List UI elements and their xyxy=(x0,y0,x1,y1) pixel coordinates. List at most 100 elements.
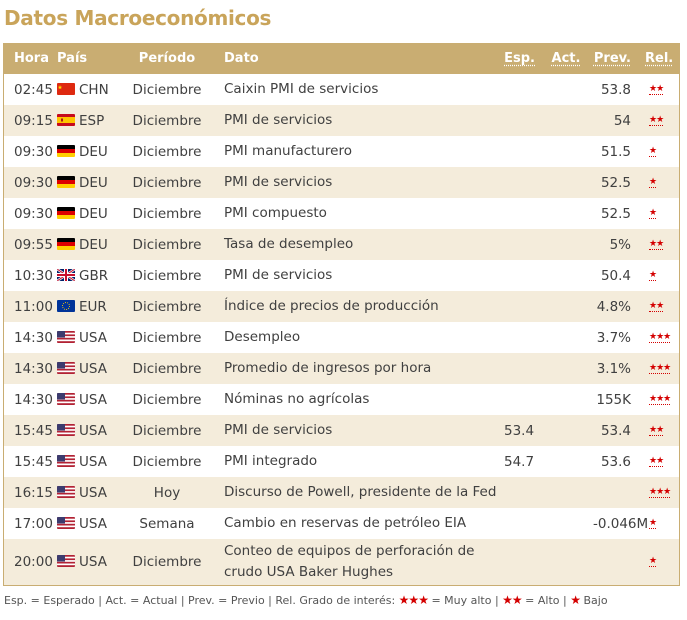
relevance-stars-icon[interactable]: ★★ xyxy=(649,83,664,95)
table-row[interactable]: 09:30 DEU Diciembre PMI manufacturero 51.5 ★ xyxy=(4,136,679,167)
country-cell: USA xyxy=(57,415,120,446)
period-cell: Diciembre xyxy=(132,112,202,129)
previous-cell xyxy=(593,477,637,508)
relevance-cell: ★★ xyxy=(637,105,679,136)
expected-cell xyxy=(504,260,539,291)
usa-flag-icon xyxy=(57,555,75,567)
previous-cell: 53.8 xyxy=(600,81,631,98)
country-code: USA xyxy=(79,329,107,346)
germany-flag-icon xyxy=(57,206,75,219)
table-row[interactable]: 16:15 USA Hoy Discurso de Powell, president… xyxy=(4,477,679,508)
relevance-stars-icon[interactable]: ★★★ xyxy=(649,362,671,374)
relevance-stars-icon[interactable]: ★ xyxy=(649,556,657,567)
usa-flag-icon xyxy=(57,485,75,498)
expected-cell xyxy=(504,229,539,260)
expected-cell xyxy=(504,353,539,384)
country-code: EUR xyxy=(79,298,107,315)
event-cell: Cambio en reservas de petróleo EIA xyxy=(224,515,467,531)
previous-cell: 53.6 xyxy=(600,453,631,470)
legend: Esp. = Esperado | Act. = Actual | Prev. … xyxy=(4,593,608,607)
header-actual[interactable]: Act. xyxy=(551,51,581,66)
table-row[interactable]: 09:30 DEU Diciembre PMI compuesto 52.5 ★ xyxy=(4,198,679,229)
table-row[interactable]: 14:30 USA Diciembre Desempleo 3.7% ★★★ xyxy=(4,322,679,353)
table-row[interactable]: 15:45 USA Diciembre PMI integrado 54.7 53.6 ★★ xyxy=(4,446,679,477)
previous-cell: 3.1% xyxy=(596,360,631,377)
previous-cell: 52.5 xyxy=(600,205,631,222)
header-relevance[interactable]: Rel. xyxy=(645,51,674,66)
relevance-stars-icon[interactable]: ★ xyxy=(649,207,657,219)
relevance-cell: ★★ xyxy=(637,74,679,105)
table-row[interactable]: 14:30 USA Diciembre Nóminas no agrícolas 155… xyxy=(4,384,679,415)
relevance-stars-icon[interactable]: ★★ xyxy=(649,424,664,436)
country-code: USA xyxy=(79,453,107,470)
table-row[interactable]: 14:30 USA Diciembre Promedio de ingresos po… xyxy=(4,353,679,384)
legend-one-star-icon: ★ xyxy=(570,593,581,607)
table-row[interactable]: 09:15 ESP Diciembre PMI de servicios 54 ★★ xyxy=(4,105,679,136)
country-cell: USA xyxy=(57,322,120,353)
uk-flag-icon xyxy=(57,268,75,281)
time-cell: 02:45 xyxy=(14,81,53,98)
country-code: CHN xyxy=(79,81,109,98)
period-cell: Hoy xyxy=(153,484,181,501)
table-row[interactable]: 11:00 EUR Diciembre Índice de precios de pr… xyxy=(4,291,679,322)
usa-flag-icon xyxy=(57,454,75,467)
event-cell: Tasa de desempleo xyxy=(224,236,354,252)
actual-cell xyxy=(539,384,593,415)
relevance-stars-icon[interactable]: ★★ xyxy=(649,114,664,126)
country-cell: USA xyxy=(57,446,120,477)
expected-cell xyxy=(504,167,539,198)
table-row[interactable]: 09:55 DEU Diciembre Tasa de desempleo 5% ★★ xyxy=(4,229,679,260)
expected-cell: 54.7 xyxy=(504,453,535,470)
macro-data-table-container: Hora País Período Dato Esp. Act. Prev. R… xyxy=(3,43,680,586)
table-row[interactable]: 02:45 CHN Diciembre Caixin PMI de servicios… xyxy=(4,74,679,105)
relevance-cell: ★★ xyxy=(637,415,679,446)
germany-flag-icon xyxy=(57,144,75,157)
country-cell: EUR xyxy=(57,291,120,322)
table-row[interactable]: 10:30 GBR Diciembre PMI de servicios 50.4 ★ xyxy=(4,260,679,291)
relevance-stars-icon[interactable]: ★ xyxy=(649,269,657,281)
actual-cell xyxy=(539,198,593,229)
relevance-stars-icon[interactable]: ★★ xyxy=(649,238,664,250)
country-cell: USA xyxy=(57,508,120,539)
legend-two-stars-icon: ★★ xyxy=(502,593,522,607)
table-row[interactable]: 17:00 USA Semana Cambio en reservas de petr… xyxy=(4,508,679,539)
relevance-cell: ★ xyxy=(637,167,679,198)
time-cell: 15:45 xyxy=(14,453,53,470)
table-row[interactable]: 09:30 DEU Diciembre PMI de servicios 52.5 ★ xyxy=(4,167,679,198)
header-country: País xyxy=(57,51,88,66)
previous-cell: 54 xyxy=(613,112,631,129)
event-cell: Nóminas no agrícolas xyxy=(224,391,370,407)
actual-cell xyxy=(539,136,593,167)
page-title: Datos Macroeconómicos xyxy=(4,6,272,30)
relevance-stars-icon[interactable]: ★ xyxy=(649,145,657,157)
country-code: USA xyxy=(79,554,107,570)
expected-cell xyxy=(504,136,539,167)
time-cell: 15:45 xyxy=(14,422,53,439)
period-cell: Diciembre xyxy=(132,453,202,470)
event-cell: PMI compuesto xyxy=(224,205,327,221)
country-cell: CHN xyxy=(57,74,120,105)
relevance-stars-icon[interactable]: ★★ xyxy=(649,455,664,467)
time-cell: 17:00 xyxy=(14,515,53,532)
relevance-stars-icon[interactable]: ★ xyxy=(649,176,657,188)
country-code: USA xyxy=(79,391,107,408)
actual-cell xyxy=(539,291,593,322)
relevance-stars-icon[interactable]: ★ xyxy=(649,517,657,529)
relevance-stars-icon[interactable]: ★★★ xyxy=(649,393,671,405)
period-cell: Diciembre xyxy=(132,554,202,570)
period-cell: Diciembre xyxy=(132,236,202,253)
eu-flag-icon xyxy=(57,299,75,312)
header-previous[interactable]: Prev. xyxy=(593,51,631,66)
actual-cell xyxy=(539,322,593,353)
event-cell: Índice de precios de producción xyxy=(224,298,439,314)
period-cell: Diciembre xyxy=(132,391,202,408)
relevance-stars-icon[interactable]: ★★★ xyxy=(649,331,671,343)
table-row[interactable]: 15:45 USA Diciembre PMI de servicios 53.4 53.… xyxy=(4,415,679,446)
relevance-stars-icon[interactable]: ★★ xyxy=(649,300,664,312)
previous-cell: 3.7% xyxy=(596,329,631,346)
expected-cell xyxy=(504,384,539,415)
header-expected[interactable]: Esp. xyxy=(504,51,535,66)
relevance-stars-icon[interactable]: ★★★ xyxy=(649,486,671,498)
table-row[interactable]: 20:00 USA Diciembre Conteo de equipos de pe… xyxy=(4,539,679,585)
event-cell: Desempleo xyxy=(224,329,301,345)
